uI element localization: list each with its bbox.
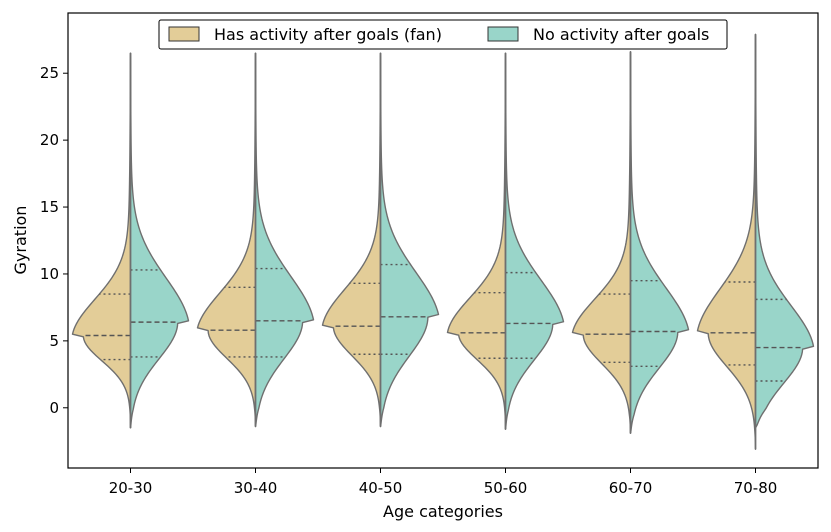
quartile-lines-layer [83, 34, 803, 450]
legend-swatch-no-activity [487, 26, 519, 42]
legend: Has activity after goals (fan) No activi… [158, 19, 728, 50]
violin-fan-30-40 [196, 52, 257, 428]
y-tick-label: 10 [40, 265, 59, 283]
x-tick-label: 70-80 [734, 479, 778, 497]
y-axis-label: Gyration [11, 206, 30, 275]
x-tick-label: 50-60 [484, 479, 528, 497]
y-axis: 0 5 10 15 20 25 [40, 64, 68, 417]
legend-frame [158, 19, 728, 50]
violin-fan-20-30 [71, 52, 132, 429]
legend-label-no-activity: No activity after goals [533, 25, 709, 44]
y-tick-label: 0 [49, 399, 59, 417]
x-axis: 20-30 30-40 40-50 50-60 60-70 70-80 [109, 468, 778, 497]
violin-no-activity-60-70 [629, 51, 690, 434]
violin-fan-60-70 [571, 51, 632, 434]
violin-no-activity-70-80 [754, 33, 815, 429]
violin-no-activity-50-60 [504, 52, 565, 430]
violin-fan-40-50 [321, 52, 382, 428]
violin-fan-50-60 [446, 52, 507, 430]
violins-layer [71, 33, 815, 450]
x-tick-label: 40-50 [359, 479, 403, 497]
x-tick-label: 30-40 [234, 479, 278, 497]
violin-no-activity-20-30 [129, 52, 190, 429]
x-tick-label: 60-70 [609, 479, 653, 497]
y-tick-label: 25 [40, 64, 59, 82]
violin-no-activity-30-40 [254, 52, 315, 428]
violin-no-activity-40-50 [379, 52, 440, 428]
x-axis-label: Age categories [383, 502, 503, 521]
y-tick-label: 5 [49, 332, 59, 350]
legend-label-fan: Has activity after goals (fan) [214, 25, 442, 44]
legend-swatch-fan [168, 26, 200, 42]
y-tick-label: 20 [40, 131, 59, 149]
y-tick-label: 15 [40, 198, 59, 216]
plot-frame [67, 12, 819, 469]
x-tick-label: 20-30 [109, 479, 153, 497]
violin-fan-70-80 [696, 33, 757, 450]
